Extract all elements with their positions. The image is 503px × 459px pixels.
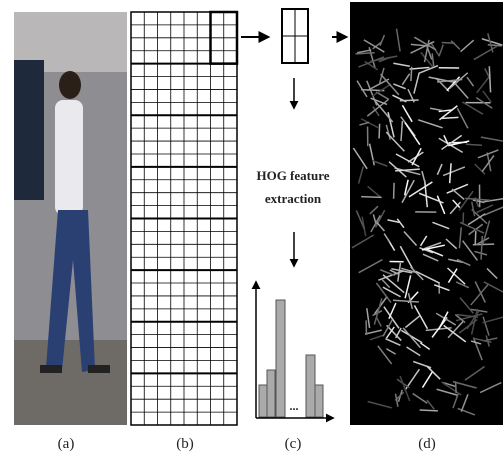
panel-label: (a) — [58, 436, 75, 452]
figure: HOG feature extraction ... (a) (b) (c) (… — [0, 0, 503, 459]
panel-label: (d) — [418, 436, 436, 452]
page: HOG feature extraction ... (a) (b) (c) (… — [0, 0, 503, 459]
step-text: extraction — [265, 191, 322, 206]
panel-label: (b) — [176, 436, 194, 452]
hog-stroke — [361, 197, 381, 198]
hog-stroke — [379, 124, 380, 139]
hog-visualization — [350, 2, 503, 425]
hog-stroke — [475, 231, 476, 245]
cell-grid — [131, 12, 237, 425]
hog-stroke — [466, 144, 482, 145]
step-text: HOG feature — [256, 168, 329, 183]
panel-label: (c) — [285, 436, 302, 452]
hog-stroke — [442, 43, 455, 44]
hog-stroke — [411, 67, 412, 81]
histogram — [256, 282, 333, 418]
block — [282, 9, 308, 63]
ellipsis: ... — [290, 399, 299, 413]
pedestrian-photo — [14, 12, 127, 425]
hog-stroke — [400, 100, 419, 101]
hog-stroke — [420, 410, 438, 411]
